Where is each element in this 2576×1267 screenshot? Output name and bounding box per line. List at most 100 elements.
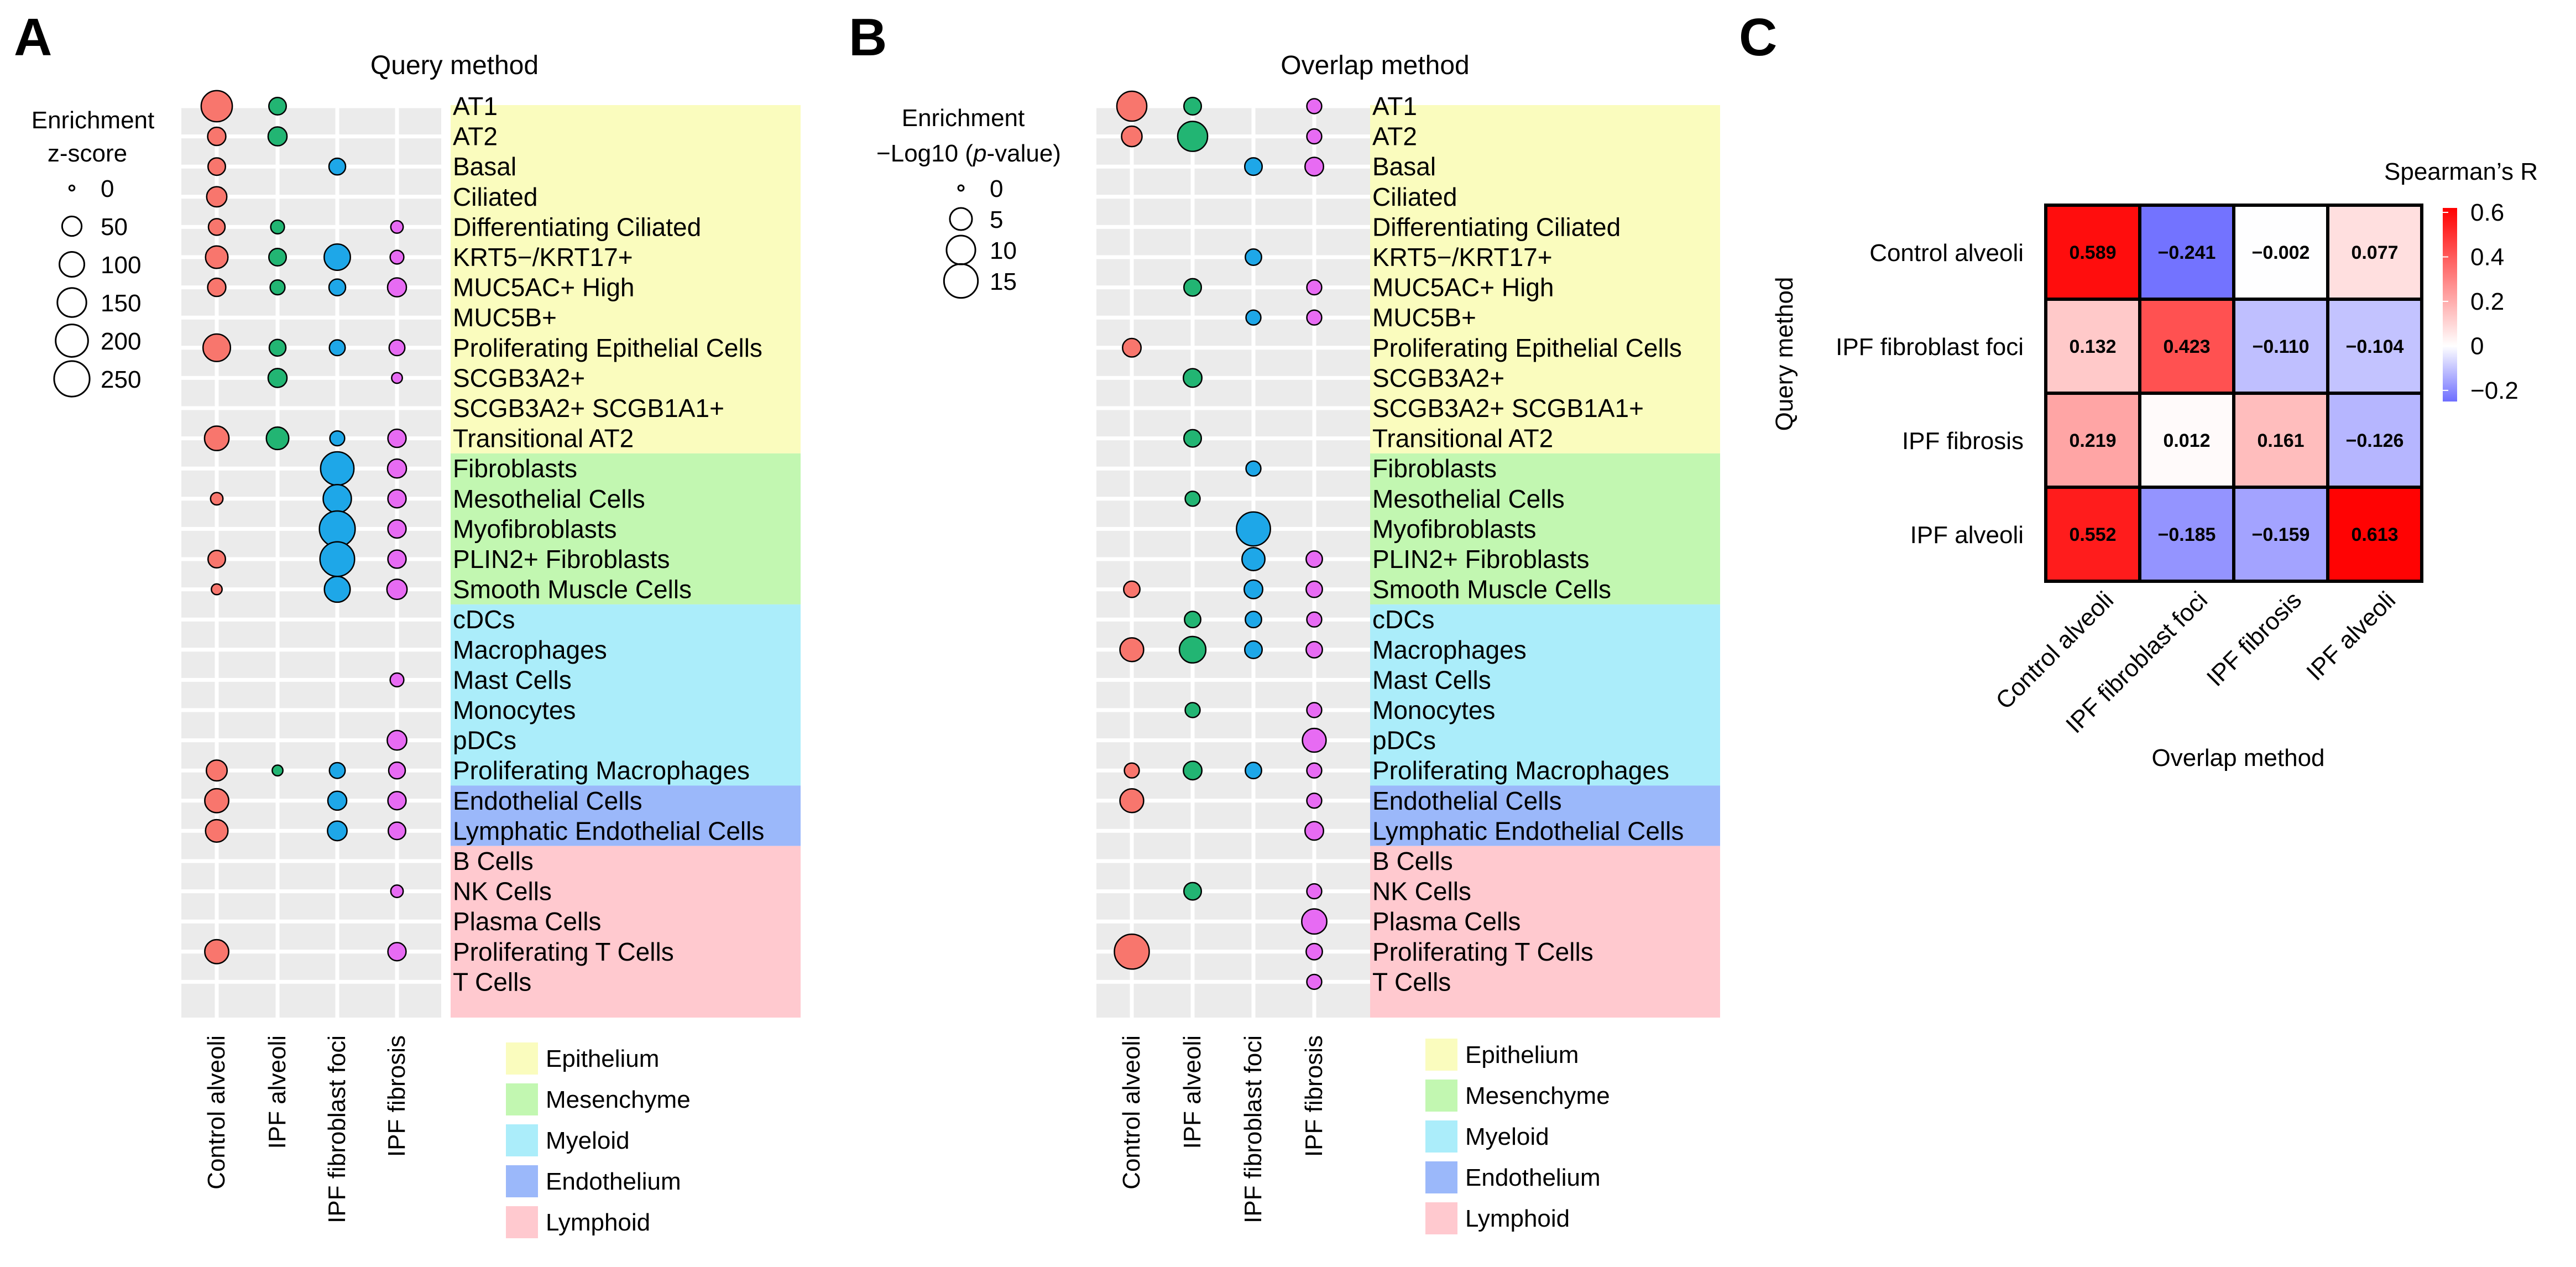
cell-type-label-cdcs: cDCs bbox=[1372, 605, 1434, 634]
heatmap-cell-ipf-fibroblast-foci-ipf-fibroblast-foci bbox=[2138, 298, 2235, 395]
heatmap-value-control-alveoli-control-alveoli: 0.589 bbox=[2069, 242, 2116, 263]
dot-cdcs-ipf-alveoli bbox=[1184, 611, 1201, 629]
cell-type-label-scgb3a2-scgb1a1: SCGB3A2+ SCGB1A1+ bbox=[453, 394, 724, 423]
cell-type-label-proliferating-epithelial-cells: Proliferating Epithelial Cells bbox=[1372, 333, 1682, 362]
cell-type-label-transitional-at2: Transitional AT2 bbox=[1372, 424, 1553, 453]
cell-type-label-smooth-muscle-cells: Smooth Muscle Cells bbox=[453, 575, 692, 604]
heatmap-cell-ipf-alveoli-ipf-fibrosis bbox=[2232, 486, 2329, 583]
dot-at1-control-alveoli bbox=[200, 90, 233, 123]
panel-b-legend-title-italic: p bbox=[972, 140, 986, 167]
panel-a-letter: A bbox=[14, 8, 52, 67]
cell-type-label-lymphatic-endothelial-cells: Lymphatic Endothelial Cells bbox=[453, 816, 764, 845]
dot-nk-cells-ipf-alveoli bbox=[1183, 882, 1203, 901]
panel-c-xlabel: Overlap method bbox=[2151, 744, 2324, 771]
lineage-band-mesenchyme bbox=[451, 453, 801, 604]
dot-proliferating-macrophages-ipf-fibroblast-foci bbox=[1245, 762, 1262, 780]
cell-type-label-ciliated: Ciliated bbox=[1372, 183, 1457, 211]
heatmap-value-ipf-alveoli-ipf-fibrosis: −0.159 bbox=[2252, 524, 2310, 545]
lineage-label-epithelium: Epithelium bbox=[546, 1045, 659, 1072]
dot-krt5-krt17-control-alveoli bbox=[205, 245, 229, 269]
dot-pdcs-ipf-fibrosis bbox=[386, 729, 407, 751]
cell-type-label-endothelial-cells: Endothelial Cells bbox=[1372, 786, 1562, 815]
panel-a-legend-items: 0 50 100 150 200 250 bbox=[53, 175, 141, 398]
dot-plin2-fibroblasts-ipf-fibroblast-foci bbox=[1241, 547, 1266, 571]
dot-myofibroblasts-ipf-fibrosis bbox=[387, 519, 407, 539]
panel-c-legend-title: Spearman’s R bbox=[2384, 158, 2538, 185]
heatmap-value-ipf-fibrosis-ipf-fibrosis: 0.161 bbox=[2257, 430, 2304, 451]
cell-type-label-krt5-krt17: KRT5−/KRT17+ bbox=[1372, 243, 1553, 272]
panel-b-condition-labels: Control alveoli IPF alveoli IPF fibroblast… bbox=[1118, 1035, 1328, 1223]
dot-scgb3a2-ipf-alveoli bbox=[267, 368, 288, 388]
lineage-label-lymphoid: Lymphoid bbox=[1465, 1205, 1570, 1232]
dot-proliferating-t-cells-control-alveoli bbox=[204, 938, 229, 964]
dot-muc5ac-high-ipf-fibrosis bbox=[1306, 279, 1323, 296]
dot-scgb3a2-ipf-fibrosis bbox=[391, 372, 403, 384]
dot-muc5ac-high-ipf-alveoli bbox=[269, 279, 286, 296]
cell-type-label-scgb3a2: SCGB3A2+ bbox=[1372, 363, 1504, 392]
cell-type-label-cdcs: cDCs bbox=[453, 605, 515, 634]
condition-label-ipf-fibroblast-foci: IPF fibroblast foci bbox=[1240, 1035, 1267, 1223]
dot-macrophages-ipf-fibroblast-foci bbox=[1243, 640, 1263, 659]
cell-type-label-nk-cells: NK Cells bbox=[1372, 877, 1471, 906]
heatmap-value-ipf-fibroblast-foci-ipf-fibroblast-foci: 0.423 bbox=[2163, 336, 2210, 357]
cell-type-label-proliferating-epithelial-cells: Proliferating Epithelial Cells bbox=[453, 333, 762, 362]
heatmap-value-ipf-alveoli-ipf-fibroblast-foci: −0.185 bbox=[2158, 524, 2216, 545]
lineage-swatch-epithelium bbox=[1425, 1039, 1457, 1071]
lineage-band-mesenchyme bbox=[1370, 453, 1720, 604]
dot-t-cells-ipf-fibrosis bbox=[1306, 973, 1323, 990]
dot-muc5b-ipf-fibroblast-foci bbox=[1245, 309, 1262, 326]
cell-type-label-t-cells: T Cells bbox=[453, 967, 531, 996]
cell-type-label-mast-cells: Mast Cells bbox=[453, 665, 572, 694]
dot-muc5ac-high-ipf-fibroblast-foci bbox=[328, 278, 347, 296]
dot-mast-cells-ipf-fibrosis bbox=[389, 672, 405, 688]
panel-a-title: Query method bbox=[370, 51, 539, 80]
dot-proliferating-macrophages-ipf-alveoli bbox=[1182, 760, 1203, 781]
dot-mesothelial-cells-ipf-fibrosis bbox=[387, 489, 407, 509]
dot-transitional-at2-ipf-fibrosis bbox=[387, 428, 407, 449]
panel-a-size-legend: Enrichment z-score 0 50 100 150 200 250 bbox=[32, 107, 154, 398]
dot-plin2-fibroblasts-ipf-fibrosis bbox=[1305, 550, 1323, 568]
cell-type-label-monocytes: Monocytes bbox=[1372, 696, 1495, 724]
lineage-band-endothelium bbox=[451, 785, 801, 846]
lineage-swatch-myeloid bbox=[1425, 1120, 1457, 1153]
size-legend-label-250: 250 bbox=[101, 366, 141, 393]
cell-type-label-at1: AT1 bbox=[1372, 92, 1417, 121]
lineage-swatch-endothelium bbox=[1425, 1161, 1457, 1193]
dot-at2-ipf-alveoli bbox=[267, 126, 288, 147]
dot-transitional-at2-control-alveoli bbox=[203, 425, 230, 451]
dot-muc5ac-high-ipf-fibrosis bbox=[386, 277, 407, 298]
condition-label-ipf-alveoli: IPF alveoli bbox=[264, 1035, 291, 1149]
dot-at1-ipf-alveoli bbox=[268, 96, 288, 116]
panel-c-colorbar bbox=[2443, 208, 2457, 402]
heatmap-cell-control-alveoli-control-alveoli bbox=[2044, 204, 2141, 301]
cell-type-label-differentiating-ciliated: Differentiating Ciliated bbox=[1372, 212, 1621, 241]
dot-basal-ipf-fibroblast-foci bbox=[328, 157, 347, 176]
cell-type-label-differentiating-ciliated: Differentiating Ciliated bbox=[453, 212, 701, 241]
dot-pdcs-ipf-fibrosis bbox=[1302, 727, 1327, 753]
heatmap-value-control-alveoli-ipf-alveoli: 0.077 bbox=[2351, 242, 2398, 263]
panel-a-legend-title-line2: z-score bbox=[48, 140, 127, 167]
heatmap-row-label-ipf-fibrosis: IPF fibrosis bbox=[1902, 427, 2024, 455]
dot-plin2-fibroblasts-control-alveoli bbox=[207, 549, 227, 569]
cell-type-label-myofibroblasts: Myofibroblasts bbox=[1372, 514, 1537, 543]
dot-at1-control-alveoli bbox=[1116, 90, 1148, 122]
dot-at1-ipf-fibrosis bbox=[1306, 98, 1323, 114]
panel-c-heatmap: 0.589 −0.241 −0.002 0.077 Control alveoli 0.1… bbox=[1836, 204, 2423, 738]
lineage-swatch-mesenchyme bbox=[506, 1083, 538, 1115]
colorbar-tick-label: 0.4 bbox=[2470, 244, 2504, 271]
size-legend-circle-50 bbox=[61, 215, 83, 237]
size-legend-circle-250 bbox=[53, 360, 91, 398]
dot-nk-cells-ipf-fibrosis bbox=[390, 884, 404, 899]
dot-at2-control-alveoli bbox=[1121, 125, 1143, 148]
size-legend-circle-200 bbox=[55, 324, 89, 358]
cell-type-label-ciliated: Ciliated bbox=[453, 183, 537, 211]
size-legend-label-50: 50 bbox=[101, 213, 128, 241]
size-legend-circle-10 bbox=[945, 234, 976, 265]
dot-transitional-at2-ipf-fibroblast-foci bbox=[329, 430, 346, 447]
lineage-swatch-epithelium bbox=[506, 1042, 538, 1075]
lineage-band-endothelium bbox=[1370, 785, 1720, 846]
dot-nk-cells-ipf-fibrosis bbox=[1306, 883, 1323, 900]
size-legend-circle-0 bbox=[957, 184, 965, 192]
dot-transitional-at2-ipf-alveoli bbox=[265, 426, 290, 451]
